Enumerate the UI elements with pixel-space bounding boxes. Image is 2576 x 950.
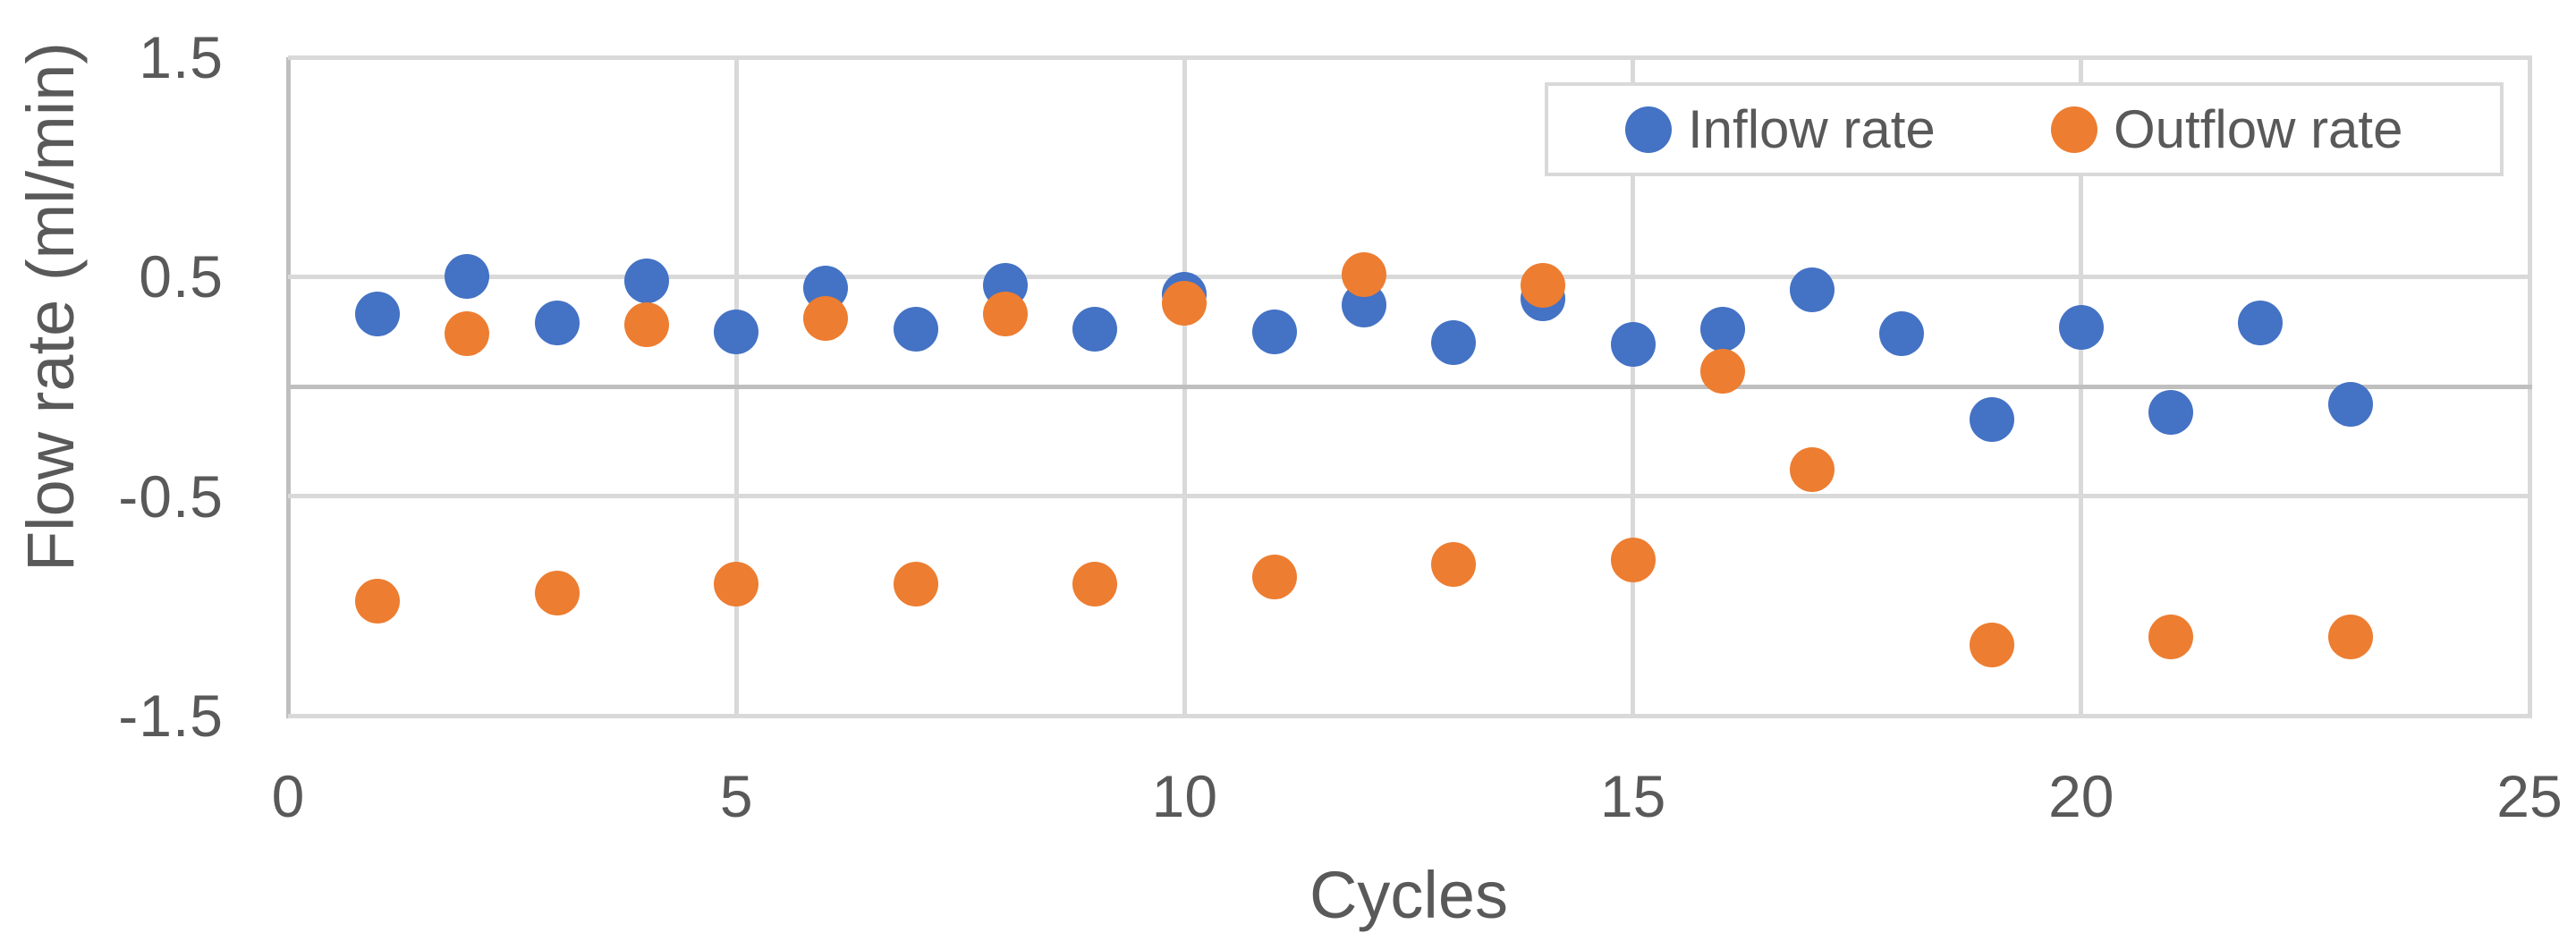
data-point-outflow-rate (803, 295, 849, 341)
x-tick-label: 0 (271, 763, 305, 829)
data-point-outflow-rate (893, 561, 938, 606)
gridline-horizontal (288, 274, 2532, 279)
data-point-outflow-rate (2148, 614, 2194, 659)
data-point-inflow-rate (534, 300, 580, 345)
x-tick-label: 25 (2496, 763, 2563, 829)
legend-marker-outflow-rate (2051, 106, 2097, 153)
data-point-inflow-rate (2058, 304, 2104, 350)
data-point-inflow-rate (714, 309, 759, 354)
x-tick-label: 10 (1151, 763, 1218, 829)
x-tick-label: 20 (2048, 763, 2114, 829)
data-point-outflow-rate (2327, 614, 2373, 659)
legend-marker-inflow-rate (1625, 106, 1672, 153)
gridline-horizontal (288, 494, 2532, 499)
data-point-outflow-rate (1162, 280, 1208, 326)
data-point-outflow-rate (534, 570, 580, 615)
data-point-inflow-rate (355, 292, 401, 337)
data-point-inflow-rate (1431, 319, 1477, 365)
data-point-outflow-rate (714, 561, 759, 606)
data-point-inflow-rate (1699, 307, 1745, 352)
legend-label-outflow-rate: Outflow rate (2114, 99, 2403, 159)
data-point-inflow-rate (2327, 381, 2373, 427)
y-tick-label: -0.5 (118, 462, 224, 530)
data-point-outflow-rate (1251, 555, 1297, 600)
x-axis-line (288, 384, 2532, 389)
y-tick-label: 0.5 (139, 243, 224, 310)
data-point-inflow-rate (1072, 307, 1118, 352)
data-point-outflow-rate (1610, 537, 1656, 582)
data-point-inflow-rate (623, 259, 669, 304)
data-point-outflow-rate (623, 302, 669, 348)
data-point-inflow-rate (1969, 396, 2014, 442)
gridline-horizontal (288, 55, 2532, 60)
x-tick-label: 15 (1599, 763, 1666, 829)
data-point-outflow-rate (1521, 263, 1566, 309)
x-axis-title: Cycles (1309, 858, 1509, 932)
data-point-outflow-rate (1431, 541, 1477, 587)
data-point-outflow-rate (445, 311, 490, 357)
y-tick-label: 1.5 (139, 24, 224, 90)
data-point-inflow-rate (1251, 309, 1297, 354)
data-point-outflow-rate (1699, 348, 1745, 394)
data-point-inflow-rate (2238, 300, 2284, 345)
data-point-outflow-rate (982, 292, 1028, 337)
y-tick-label: -1.5 (118, 683, 224, 749)
data-point-inflow-rate (1610, 322, 1656, 368)
data-point-outflow-rate (1790, 447, 1835, 493)
data-point-inflow-rate (1790, 267, 1835, 313)
data-point-outflow-rate (1341, 251, 1386, 297)
data-point-outflow-rate (1072, 561, 1118, 606)
data-point-outflow-rate (355, 579, 401, 624)
data-point-outflow-rate (1969, 623, 2014, 668)
data-point-inflow-rate (893, 307, 938, 352)
data-point-inflow-rate (1879, 311, 1925, 357)
legend: Inflow rate Outflow rate (1545, 82, 2504, 176)
x-tick-label: 5 (719, 763, 753, 829)
legend-label-inflow-rate: Inflow rate (1688, 99, 1936, 159)
data-point-inflow-rate (2148, 390, 2194, 436)
data-point-inflow-rate (445, 254, 490, 300)
gridline-horizontal (288, 713, 2532, 718)
y-axis-title: Flow rate (ml/min) (13, 41, 88, 573)
